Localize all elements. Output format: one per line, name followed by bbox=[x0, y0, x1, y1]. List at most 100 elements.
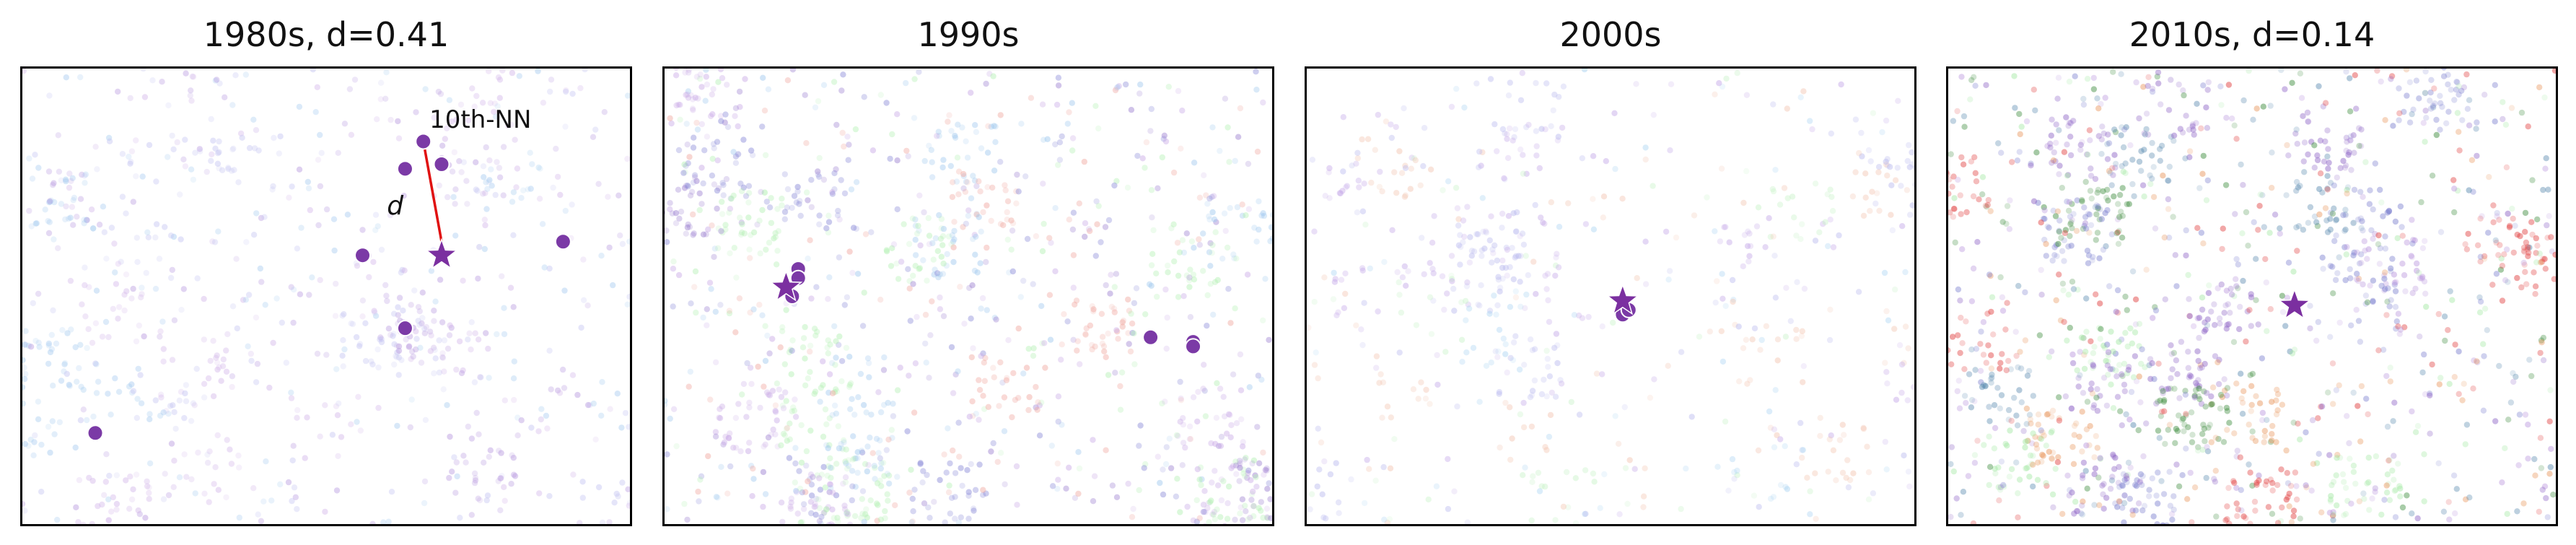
background-point bbox=[84, 417, 90, 424]
background-point bbox=[779, 202, 785, 209]
background-point bbox=[1208, 497, 1214, 504]
background-point bbox=[670, 258, 677, 265]
background-point bbox=[1091, 473, 1098, 479]
background-point bbox=[2279, 309, 2287, 315]
background-point bbox=[765, 434, 772, 441]
background-point bbox=[1256, 460, 1263, 466]
background-point bbox=[1982, 383, 1989, 389]
background-point bbox=[833, 461, 840, 467]
background-point bbox=[1381, 258, 1388, 266]
background-point bbox=[1746, 230, 1753, 237]
background-point bbox=[1891, 326, 1898, 332]
background-point bbox=[1264, 515, 1271, 521]
background-point bbox=[1069, 135, 1077, 141]
background-point bbox=[2081, 352, 2087, 358]
background-point bbox=[2459, 117, 2466, 123]
background-point bbox=[1836, 437, 1844, 443]
background-point bbox=[1111, 182, 1118, 189]
scatter-plot: 10th-NNd bbox=[22, 69, 630, 524]
background-point bbox=[822, 406, 829, 413]
background-point bbox=[2168, 351, 2175, 357]
background-point bbox=[1231, 255, 1237, 262]
background-point bbox=[675, 147, 683, 154]
background-point bbox=[374, 116, 380, 123]
background-point bbox=[937, 306, 944, 313]
background-point bbox=[784, 424, 791, 432]
background-point bbox=[2269, 437, 2275, 444]
background-point bbox=[1217, 514, 1224, 520]
background-point bbox=[2422, 139, 2428, 145]
background-point bbox=[2410, 106, 2417, 113]
background-point bbox=[469, 85, 476, 92]
background-point bbox=[2305, 118, 2312, 125]
background-point bbox=[2087, 423, 2093, 430]
background-point bbox=[2084, 485, 2090, 492]
background-point bbox=[2078, 334, 2085, 341]
background-point bbox=[1515, 253, 1522, 259]
background-point bbox=[255, 147, 262, 154]
background-point bbox=[2179, 129, 2186, 136]
background-point bbox=[1525, 121, 1532, 128]
background-point bbox=[2038, 458, 2045, 465]
background-point bbox=[2377, 245, 2383, 252]
background-point bbox=[1482, 228, 1489, 235]
background-point bbox=[2141, 130, 2147, 136]
background-point bbox=[861, 518, 867, 524]
background-point bbox=[144, 483, 151, 489]
background-point bbox=[1956, 405, 1963, 411]
background-point bbox=[2004, 300, 2010, 306]
background-point bbox=[835, 518, 841, 524]
background-point bbox=[480, 163, 487, 170]
background-point bbox=[123, 477, 129, 484]
background-point bbox=[1954, 108, 1961, 115]
background-point bbox=[1239, 496, 1246, 502]
background-point bbox=[511, 358, 517, 365]
background-point bbox=[675, 186, 682, 193]
background-point bbox=[418, 359, 425, 366]
background-point bbox=[855, 394, 862, 401]
background-point bbox=[2067, 120, 2074, 126]
background-point bbox=[2481, 253, 2488, 260]
background-point bbox=[1800, 447, 1806, 453]
background-point bbox=[833, 492, 840, 499]
background-point bbox=[2094, 445, 2100, 451]
background-point bbox=[2409, 240, 2416, 247]
background-point bbox=[2505, 279, 2511, 285]
background-point bbox=[1398, 170, 1406, 176]
background-point bbox=[684, 141, 691, 148]
background-point bbox=[1797, 419, 1804, 427]
background-point bbox=[1504, 154, 1512, 162]
background-point bbox=[261, 214, 268, 220]
background-point bbox=[1948, 513, 1954, 520]
background-point bbox=[1113, 85, 1120, 92]
background-point bbox=[772, 234, 779, 240]
background-point bbox=[152, 285, 159, 292]
background-point bbox=[807, 369, 813, 375]
background-point bbox=[606, 244, 613, 251]
background-point bbox=[1543, 80, 1550, 87]
background-point bbox=[2208, 439, 2214, 445]
background-point bbox=[1572, 475, 1579, 481]
background-point bbox=[1770, 494, 1777, 500]
background-point bbox=[153, 221, 160, 227]
background-point bbox=[823, 225, 830, 232]
background-point bbox=[2542, 266, 2549, 272]
background-point bbox=[665, 401, 668, 408]
background-point bbox=[2127, 464, 2134, 471]
background-point bbox=[761, 108, 768, 114]
background-point bbox=[130, 285, 136, 292]
background-point bbox=[825, 463, 832, 470]
background-point bbox=[1243, 508, 1249, 515]
background-point bbox=[79, 301, 85, 308]
background-point bbox=[1387, 465, 1394, 471]
background-point bbox=[2165, 206, 2172, 212]
background-point bbox=[2423, 303, 2430, 310]
background-point bbox=[382, 282, 389, 289]
background-point bbox=[2419, 245, 2427, 251]
background-point bbox=[2091, 344, 2098, 350]
background-point bbox=[1948, 347, 1951, 354]
background-point bbox=[1542, 483, 1548, 490]
background-point bbox=[843, 446, 849, 453]
background-point bbox=[2537, 435, 2544, 441]
background-point bbox=[2514, 508, 2520, 515]
